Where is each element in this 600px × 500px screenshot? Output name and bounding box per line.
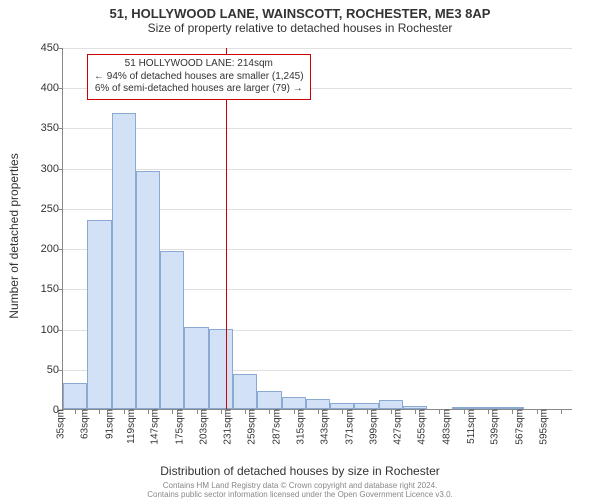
x-tick-label: 567sqm <box>512 409 525 445</box>
y-tick-mark <box>58 169 63 170</box>
histogram-bar <box>136 171 160 409</box>
x-tick-label: 371sqm <box>342 409 355 445</box>
x-tick-label: 315sqm <box>294 409 307 445</box>
histogram-bar <box>184 327 208 409</box>
x-tick-label: 175sqm <box>172 409 185 445</box>
histogram-bar <box>379 400 403 409</box>
plot-region: 05010015020025030035040045035sqm63sqm91s… <box>62 48 572 410</box>
histogram-bar <box>63 383 87 409</box>
y-tick-mark <box>58 330 63 331</box>
marker-line <box>226 48 227 409</box>
chart-container: 51, HOLLYWOOD LANE, WAINSCOTT, ROCHESTER… <box>0 0 600 500</box>
x-tick-label: 259sqm <box>245 409 258 445</box>
footer-line-1: Contains HM Land Registry data © Crown c… <box>0 481 600 490</box>
x-tick-label: 427sqm <box>391 409 404 445</box>
x-tick-label: 455sqm <box>415 409 428 445</box>
y-tick-mark <box>58 249 63 250</box>
x-tick-label: 147sqm <box>148 409 161 445</box>
footer-line-2: Contains public sector information licen… <box>0 490 600 499</box>
y-tick-mark <box>58 88 63 89</box>
gridline <box>63 169 572 170</box>
x-tick-label: 511sqm <box>464 409 477 444</box>
gridline <box>63 48 572 49</box>
histogram-bar <box>160 251 184 409</box>
y-tick-mark <box>58 289 63 290</box>
x-tick-mark <box>561 409 562 414</box>
x-tick-mark <box>99 409 100 414</box>
histogram-bar <box>282 397 306 409</box>
histogram-bar <box>112 113 136 409</box>
x-tick-label: 343sqm <box>318 409 331 445</box>
annotation-line-1: 51 HOLLYWOOD LANE: 214sqm <box>94 58 304 71</box>
histogram-bar <box>87 220 111 409</box>
chart-area: 05010015020025030035040045035sqm63sqm91s… <box>62 48 572 410</box>
x-tick-label: 63sqm <box>78 409 91 439</box>
y-tick-mark <box>58 370 63 371</box>
histogram-bar <box>306 399 330 409</box>
x-tick-label: 539sqm <box>488 409 501 445</box>
footer-attribution: Contains HM Land Registry data © Crown c… <box>0 481 600 499</box>
annotation-line-3: 6% of semi-detached houses are larger (7… <box>94 83 304 96</box>
annotation-line-2: ← 94% of detached houses are smaller (1,… <box>94 71 304 84</box>
histogram-bar <box>209 329 233 409</box>
x-axis-label: Distribution of detached houses by size … <box>0 464 600 478</box>
x-tick-label: 483sqm <box>439 409 452 445</box>
x-tick-mark <box>75 409 76 414</box>
histogram-bar <box>257 391 281 410</box>
x-tick-label: 399sqm <box>367 409 380 445</box>
y-tick-mark <box>58 128 63 129</box>
x-tick-label: 595sqm <box>537 409 550 445</box>
x-tick-label: 119sqm <box>124 409 137 444</box>
x-tick-label: 35sqm <box>54 409 67 439</box>
gridline <box>63 128 572 129</box>
y-tick-mark <box>58 209 63 210</box>
x-tick-label: 91sqm <box>102 409 115 439</box>
histogram-bar <box>233 374 257 409</box>
page-title: 51, HOLLYWOOD LANE, WAINSCOTT, ROCHESTER… <box>0 0 600 21</box>
x-tick-label: 287sqm <box>269 409 282 445</box>
annotation-box: 51 HOLLYWOOD LANE: 214sqm← 94% of detach… <box>87 54 311 100</box>
y-tick-mark <box>58 48 63 49</box>
page-subtitle: Size of property relative to detached ho… <box>0 21 600 37</box>
y-axis-label: Number of detached properties <box>7 153 21 318</box>
x-tick-label: 203sqm <box>197 409 210 445</box>
x-tick-label: 231sqm <box>221 409 234 445</box>
